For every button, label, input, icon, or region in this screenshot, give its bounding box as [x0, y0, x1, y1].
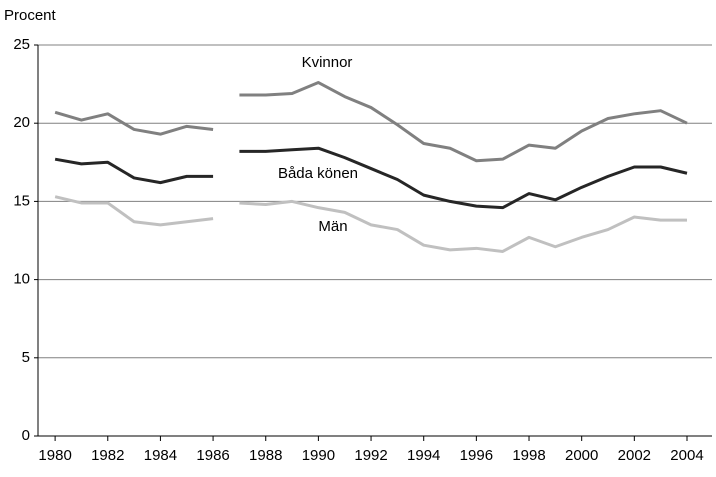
y-tick-label: 0: [22, 427, 30, 444]
x-tick-label: 1996: [460, 447, 493, 464]
series-label: Män: [318, 218, 347, 235]
y-axis-title: Procent: [4, 7, 57, 24]
x-tick-label: 1992: [354, 447, 387, 464]
series-line: [54, 195, 214, 227]
x-tick-label: 2000: [565, 447, 598, 464]
series-label: Kvinnor: [302, 54, 353, 71]
x-tick-label: 1994: [407, 447, 440, 464]
y-tick-label: 25: [13, 36, 30, 53]
y-tick-label: 5: [22, 349, 30, 366]
x-tick-label: 2002: [618, 447, 651, 464]
series-line: [239, 81, 688, 163]
y-tick-label: 10: [13, 271, 30, 288]
series-line: [54, 110, 214, 136]
y-tick-label: 20: [13, 114, 30, 131]
series-label: Båda könen: [278, 165, 358, 182]
series-line: [239, 146, 688, 210]
x-tick-label: 1986: [196, 447, 229, 464]
x-tick-label: 1990: [302, 447, 335, 464]
x-tick-label: 1984: [144, 447, 177, 464]
x-tick-label: 1982: [91, 447, 124, 464]
x-tick-label: 1988: [249, 447, 282, 464]
series-line: [54, 157, 214, 185]
x-tick-label: 2004: [670, 447, 703, 464]
x-tick-label: 1998: [512, 447, 545, 464]
x-tick-label: 1980: [38, 447, 71, 464]
y-tick-label: 15: [13, 192, 30, 209]
series-line: [239, 199, 687, 253]
